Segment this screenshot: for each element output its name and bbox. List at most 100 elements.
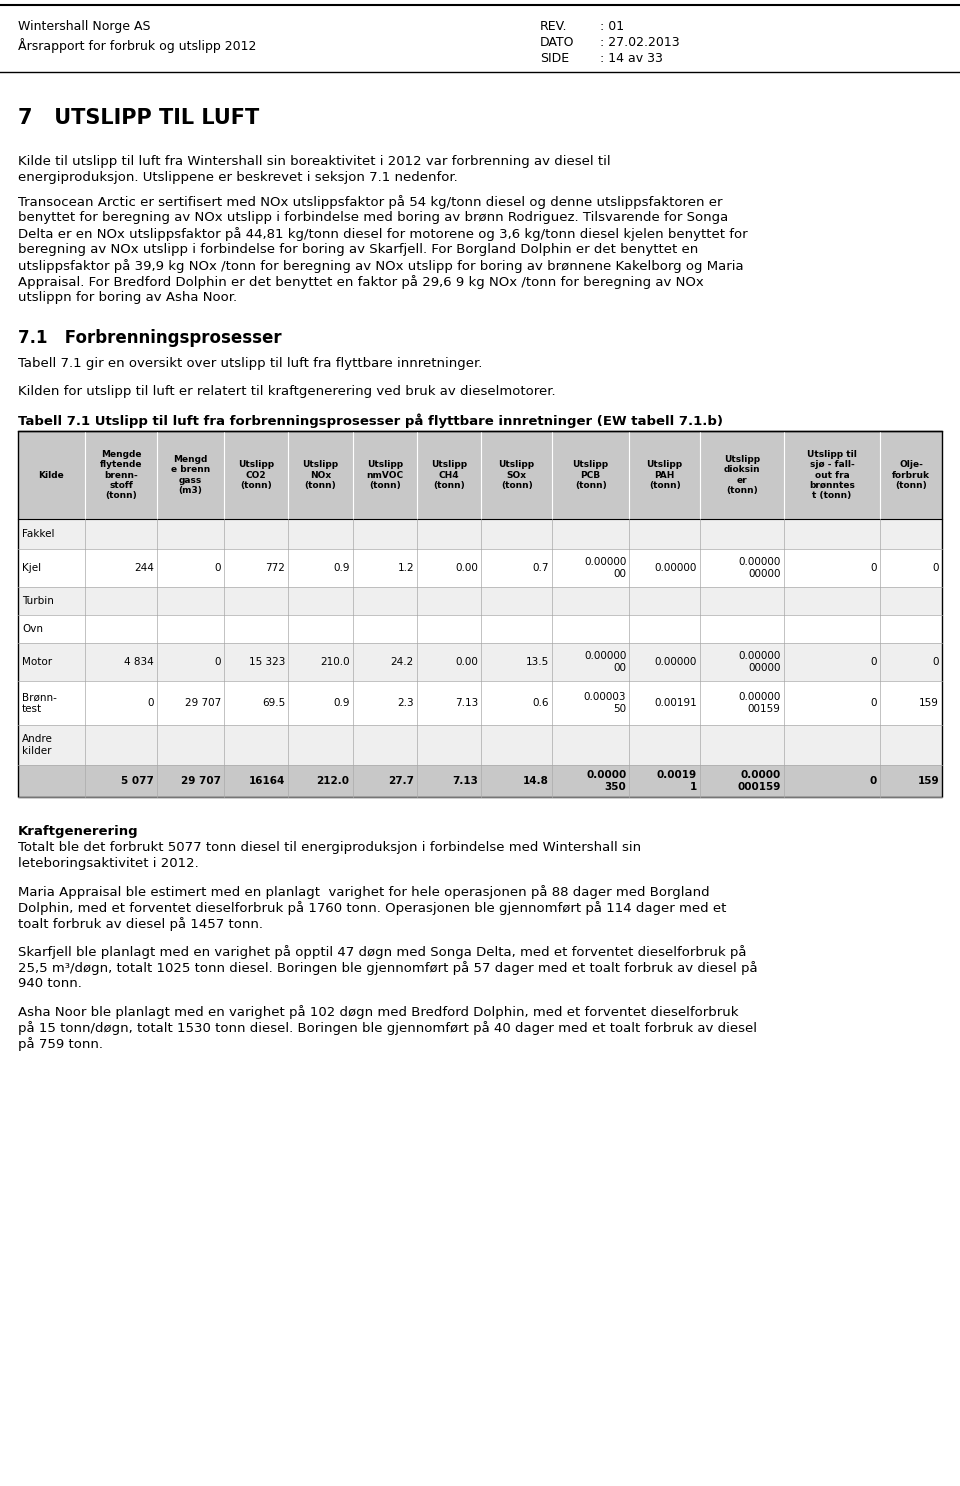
Text: 7.13: 7.13 xyxy=(452,776,478,786)
Text: Maria Appraisal ble estimert med en planlagt  varighet for hele operasjonen på 8: Maria Appraisal ble estimert med en plan… xyxy=(18,886,709,899)
Bar xyxy=(18,548,942,587)
Text: 16164: 16164 xyxy=(249,776,285,786)
Text: REV.: REV. xyxy=(540,19,567,33)
Text: utslippn for boring av Asha Noor.: utslippn for boring av Asha Noor. xyxy=(18,291,237,305)
Text: Skarfjell ble planlagt med en varighet på opptil 47 døgn med Songa Delta, med et: Skarfjell ble planlagt med en varighet p… xyxy=(18,945,747,958)
Text: Kilden for utslipp til luft er relatert til kraftgenerering ved bruk av dieselmo: Kilden for utslipp til luft er relatert … xyxy=(18,385,556,398)
Text: 0.00000
00000: 0.00000 00000 xyxy=(738,557,780,580)
Bar xyxy=(18,643,942,681)
Text: 25,5 m³/døgn, totalt 1025 tonn diesel. Boringen ble gjennomført på 57 dager med : 25,5 m³/døgn, totalt 1025 tonn diesel. B… xyxy=(18,961,757,975)
Text: 0: 0 xyxy=(932,563,939,574)
Text: 0.9: 0.9 xyxy=(333,698,349,707)
Text: 7.1   Forbrenningsprosesser: 7.1 Forbrenningsprosesser xyxy=(18,328,281,348)
Text: Kjel: Kjel xyxy=(22,563,41,574)
Text: 159: 159 xyxy=(919,698,939,707)
Text: Utslipp
nmVOC
(tonn): Utslipp nmVOC (tonn) xyxy=(366,461,403,490)
Text: 29 707: 29 707 xyxy=(180,776,221,786)
Text: på 15 tonn/døgn, totalt 1530 tonn diesel. Boringen ble gjennomført på 40 dager m: på 15 tonn/døgn, totalt 1530 tonn diesel… xyxy=(18,1021,757,1034)
Text: 210.0: 210.0 xyxy=(320,657,349,667)
Text: utslippsfaktor på 39,9 kg NOx /tonn for beregning av NOx utslipp for boring av b: utslippsfaktor på 39,9 kg NOx /tonn for … xyxy=(18,259,744,273)
Text: leteboringsaktivitet i 2012.: leteboringsaktivitet i 2012. xyxy=(18,857,199,869)
Text: 0: 0 xyxy=(932,657,939,667)
Text: 1.2: 1.2 xyxy=(397,563,414,574)
Bar xyxy=(18,587,942,615)
Text: 159: 159 xyxy=(918,776,939,786)
Bar xyxy=(18,725,942,765)
Text: energiproduksjon. Utslippene er beskrevet i seksjon 7.1 nedenfor.: energiproduksjon. Utslippene er beskreve… xyxy=(18,171,458,184)
Text: Andre
kilder: Andre kilder xyxy=(22,734,53,756)
Bar xyxy=(18,431,942,796)
Text: Motor: Motor xyxy=(22,657,52,667)
Text: 0: 0 xyxy=(871,698,877,707)
Text: 0.6: 0.6 xyxy=(533,698,549,707)
Text: Utslipp
CO2
(tonn): Utslipp CO2 (tonn) xyxy=(238,461,275,490)
Text: 0.0000
000159: 0.0000 000159 xyxy=(737,770,780,792)
Bar xyxy=(18,431,942,519)
Text: 0.00000
00159: 0.00000 00159 xyxy=(738,692,780,713)
Text: 0.0019
1: 0.0019 1 xyxy=(657,770,697,792)
Text: Wintershall Norge AS: Wintershall Norge AS xyxy=(18,19,151,33)
Text: 0.9: 0.9 xyxy=(333,563,349,574)
Text: Utslipp
dioksin
er
(tonn): Utslipp dioksin er (tonn) xyxy=(724,455,760,495)
Text: 7.13: 7.13 xyxy=(455,698,478,707)
Text: Asha Noor ble planlagt med en varighet på 102 døgn med Bredford Dolphin, med et : Asha Noor ble planlagt med en varighet p… xyxy=(18,1005,738,1019)
Text: 24.2: 24.2 xyxy=(391,657,414,667)
Text: toalt forbruk av diesel på 1457 tonn.: toalt forbruk av diesel på 1457 tonn. xyxy=(18,917,263,930)
Text: Brønn-
test: Brønn- test xyxy=(22,692,57,713)
Bar xyxy=(18,519,942,548)
Text: Mengde
flytende
brenn-
stoff
(tonn): Mengde flytende brenn- stoff (tonn) xyxy=(100,450,142,501)
Text: Kilde til utslipp til luft fra Wintershall sin boreaktivitet i 2012 var forbrenn: Kilde til utslipp til luft fra Wintersha… xyxy=(18,155,611,168)
Bar xyxy=(18,765,942,796)
Text: Ovn: Ovn xyxy=(22,624,43,635)
Text: Utslipp
PCB
(tonn): Utslipp PCB (tonn) xyxy=(572,461,609,490)
Text: 0.00: 0.00 xyxy=(455,563,478,574)
Text: 0: 0 xyxy=(871,657,877,667)
Text: Utslipp
SOx
(tonn): Utslipp SOx (tonn) xyxy=(498,461,535,490)
Text: 27.7: 27.7 xyxy=(388,776,414,786)
Text: 0.00191: 0.00191 xyxy=(655,698,697,707)
Text: 0.00000: 0.00000 xyxy=(655,563,697,574)
Text: beregning av NOx utslipp i forbindelse for boring av Skarfjell. For Borgland Dol: beregning av NOx utslipp i forbindelse f… xyxy=(18,244,698,256)
Text: : 27.02.2013: : 27.02.2013 xyxy=(600,36,680,49)
Text: 0: 0 xyxy=(214,657,221,667)
Text: Utslipp
PAH
(tonn): Utslipp PAH (tonn) xyxy=(647,461,683,490)
Text: 29 707: 29 707 xyxy=(184,698,221,707)
Text: 0: 0 xyxy=(148,698,154,707)
Text: 14.8: 14.8 xyxy=(523,776,549,786)
Text: : 14 av 33: : 14 av 33 xyxy=(600,52,662,65)
Text: 7   UTSLIPP TIL LUFT: 7 UTSLIPP TIL LUFT xyxy=(18,108,259,128)
Text: 0.7: 0.7 xyxy=(533,563,549,574)
Text: 69.5: 69.5 xyxy=(262,698,285,707)
Text: Mengd
e brenn
gass
(m3): Mengd e brenn gass (m3) xyxy=(171,455,210,495)
Text: 244: 244 xyxy=(134,563,154,574)
Text: 0.0000
350: 0.0000 350 xyxy=(586,770,626,792)
Text: 0.00000
00: 0.00000 00 xyxy=(584,557,626,580)
Text: 0.00000
00000: 0.00000 00000 xyxy=(738,651,780,673)
Text: 15 323: 15 323 xyxy=(249,657,285,667)
Text: 0.00: 0.00 xyxy=(455,657,478,667)
Text: Olje-
forbruk
(tonn): Olje- forbruk (tonn) xyxy=(892,461,930,490)
Text: benyttet for beregning av NOx utslipp i forbindelse med boring av brønn Rodrigue: benyttet for beregning av NOx utslipp i … xyxy=(18,211,729,224)
Text: 940 tonn.: 940 tonn. xyxy=(18,976,82,990)
Text: 13.5: 13.5 xyxy=(526,657,549,667)
Text: 0: 0 xyxy=(214,563,221,574)
Text: 2.3: 2.3 xyxy=(397,698,414,707)
Text: Delta er en NOx utslippsfaktor på 44,81 kg/tonn diesel for motorene og 3,6 kg/to: Delta er en NOx utslippsfaktor på 44,81 … xyxy=(18,227,748,241)
Bar xyxy=(18,681,942,725)
Text: 0: 0 xyxy=(870,776,877,786)
Text: Utslipp
CH4
(tonn): Utslipp CH4 (tonn) xyxy=(431,461,468,490)
Text: Tabell 7.1 gir en oversikt over utslipp til luft fra flyttbare innretninger.: Tabell 7.1 gir en oversikt over utslipp … xyxy=(18,357,482,370)
Text: 0.00000
00: 0.00000 00 xyxy=(584,651,626,673)
Text: SIDE: SIDE xyxy=(540,52,569,65)
Text: 212.0: 212.0 xyxy=(317,776,349,786)
Text: Utslipp til
sjø - fall-
out fra
brønntes
t (tonn): Utslipp til sjø - fall- out fra brønntes… xyxy=(807,450,857,501)
Text: på 759 tonn.: på 759 tonn. xyxy=(18,1037,103,1051)
Text: DATO: DATO xyxy=(540,36,574,49)
Text: Appraisal. For Bredford Dolphin er det benyttet en faktor på 29,6 9 kg NOx /tonn: Appraisal. For Bredford Dolphin er det b… xyxy=(18,275,704,288)
Text: 0: 0 xyxy=(871,563,877,574)
Text: Årsrapport for forbruk og utslipp 2012: Årsrapport for forbruk og utslipp 2012 xyxy=(18,39,256,53)
Text: 772: 772 xyxy=(265,563,285,574)
Bar xyxy=(18,615,942,643)
Text: 0.00003
50: 0.00003 50 xyxy=(584,692,626,713)
Text: Utslipp
NOx
(tonn): Utslipp NOx (tonn) xyxy=(302,461,339,490)
